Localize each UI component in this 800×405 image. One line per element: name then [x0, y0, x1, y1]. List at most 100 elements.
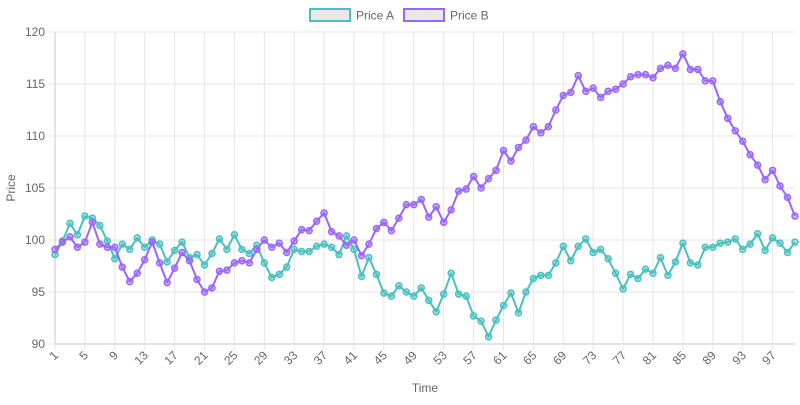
data-point[interactable]	[238, 257, 246, 265]
data-point[interactable]	[432, 308, 440, 316]
data-point[interactable]	[66, 233, 74, 241]
data-point[interactable]	[140, 243, 149, 252]
data-point[interactable]	[193, 250, 201, 259]
data-point[interactable]	[200, 288, 209, 296]
data-point[interactable]	[342, 241, 351, 249]
data-point[interactable]	[492, 166, 500, 175]
data-point[interactable]	[51, 250, 59, 259]
data-point[interactable]	[791, 212, 799, 220]
data-point[interactable]	[694, 65, 702, 74]
data-point[interactable]	[507, 289, 515, 297]
data-point[interactable]	[514, 309, 523, 317]
data-point[interactable]	[387, 292, 396, 300]
data-point[interactable]	[133, 269, 141, 278]
data-point[interactable]	[477, 184, 485, 192]
data-point[interactable]	[611, 269, 620, 278]
data-point[interactable]	[424, 296, 433, 305]
data-point[interactable]	[395, 214, 403, 222]
data-point[interactable]	[716, 97, 724, 106]
data-point[interactable]	[118, 263, 127, 271]
data-point[interactable]	[342, 232, 351, 240]
data-point[interactable]	[656, 253, 665, 262]
data-point[interactable]	[268, 243, 276, 252]
data-point[interactable]	[253, 245, 261, 254]
data-point[interactable]	[208, 249, 216, 258]
data-point[interactable]	[686, 65, 695, 74]
data-point[interactable]	[365, 253, 373, 262]
data-point[interactable]	[215, 267, 224, 275]
data-point[interactable]	[223, 245, 231, 254]
data-point[interactable]	[753, 161, 762, 169]
data-point[interactable]	[73, 231, 82, 239]
data-point[interactable]	[641, 70, 650, 79]
data-point[interactable]	[776, 239, 784, 247]
data-point[interactable]	[753, 230, 762, 238]
data-point[interactable]	[96, 240, 104, 248]
data-point[interactable]	[350, 245, 358, 254]
data-point[interactable]	[723, 238, 732, 246]
data-point[interactable]	[679, 50, 687, 58]
data-point[interactable]	[312, 217, 321, 226]
data-point[interactable]	[499, 301, 508, 310]
data-point[interactable]	[589, 84, 597, 92]
data-point[interactable]	[552, 106, 560, 114]
data-point[interactable]	[96, 221, 104, 230]
data-point[interactable]	[432, 202, 440, 211]
data-point[interactable]	[679, 239, 687, 247]
data-point[interactable]	[305, 247, 313, 256]
data-point[interactable]	[380, 218, 388, 227]
data-point[interactable]	[462, 185, 470, 193]
data-point[interactable]	[559, 242, 568, 250]
data-point[interactable]	[477, 317, 485, 325]
data-point[interactable]	[58, 238, 67, 246]
data-point[interactable]	[552, 259, 560, 267]
data-point[interactable]	[417, 284, 426, 292]
data-point[interactable]	[484, 332, 493, 341]
data-point[interactable]	[103, 237, 112, 245]
data-point[interactable]	[155, 240, 164, 248]
data-point[interactable]	[716, 239, 724, 247]
data-point[interactable]	[410, 292, 418, 300]
data-point[interactable]	[223, 266, 231, 274]
data-point[interactable]	[335, 250, 343, 259]
data-point[interactable]	[335, 232, 343, 240]
data-point[interactable]	[709, 243, 717, 252]
data-point[interactable]	[111, 243, 119, 252]
data-point[interactable]	[51, 245, 59, 254]
data-point[interactable]	[514, 143, 523, 152]
data-point[interactable]	[656, 64, 665, 73]
data-point[interactable]	[567, 88, 575, 97]
data-point[interactable]	[761, 246, 769, 255]
data-point[interactable]	[649, 74, 657, 82]
data-point[interactable]	[424, 213, 433, 221]
data-point[interactable]	[66, 219, 74, 228]
data-point[interactable]	[275, 239, 283, 247]
data-point[interactable]	[596, 245, 605, 254]
data-point[interactable]	[350, 236, 358, 244]
data-point[interactable]	[581, 235, 590, 243]
data-point[interactable]	[641, 265, 650, 273]
data-point[interactable]	[559, 91, 568, 100]
data-point[interactable]	[694, 261, 702, 269]
data-point[interactable]	[380, 289, 388, 297]
data-point[interactable]	[208, 284, 216, 292]
data-point[interactable]	[372, 270, 381, 279]
data-point[interactable]	[447, 269, 455, 278]
data-point[interactable]	[439, 218, 448, 227]
data-point[interactable]	[357, 272, 366, 281]
data-point[interactable]	[290, 245, 298, 254]
data-point[interactable]	[290, 237, 298, 245]
data-point[interactable]	[245, 249, 254, 258]
data-point[interactable]	[417, 195, 426, 204]
data-point[interactable]	[81, 212, 89, 220]
data-point[interactable]	[327, 227, 336, 236]
legend[interactable]: Price A Price B	[309, 8, 489, 23]
data-point[interactable]	[163, 258, 171, 266]
data-point[interactable]	[537, 271, 545, 280]
data-point[interactable]	[454, 290, 463, 298]
data-point[interactable]	[215, 235, 224, 243]
data-point[interactable]	[185, 257, 194, 265]
data-point[interactable]	[484, 174, 493, 183]
data-point[interactable]	[619, 285, 627, 293]
data-point[interactable]	[73, 243, 82, 252]
